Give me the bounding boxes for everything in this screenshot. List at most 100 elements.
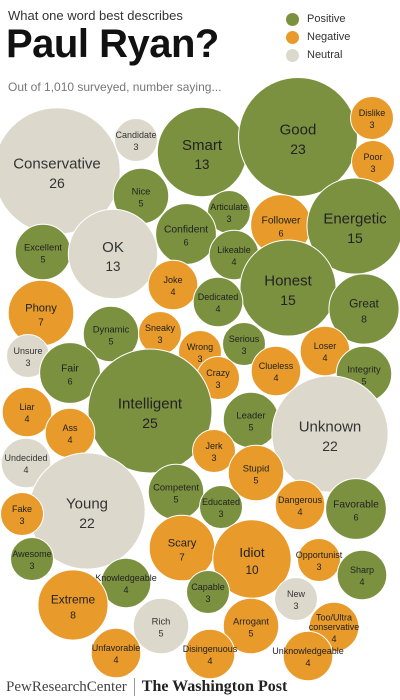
legend-swatch-positive — [286, 12, 299, 26]
bubble-unknown: Unknown 22 — [271, 375, 389, 493]
bubble-count-wrong: 3 — [197, 354, 202, 364]
bubble-circle-extreme — [37, 569, 109, 641]
bubble-label-dynamic: Dynamic — [93, 323, 130, 334]
bubble-label-integrity: Integrity — [347, 363, 381, 374]
legend-label-positive: Positive — [307, 13, 346, 25]
bubble-count-intelligent: 25 — [142, 415, 158, 431]
bubble-opportunist: Opportunist 3 — [296, 538, 343, 582]
bubble-circle-stupid — [227, 444, 285, 502]
bubble-label-knowledgeable: Knowledgeable — [95, 573, 157, 583]
bubble-count-unfavorable: 4 — [113, 655, 118, 665]
bubble-count-confident: 6 — [183, 238, 188, 248]
bubble-count-stupid: 5 — [253, 476, 258, 486]
bubble-label-serious: Serious — [229, 334, 260, 344]
bubble-label-smart: Smart — [182, 137, 223, 154]
bubble-dynamic: Dynamic 5 — [82, 305, 140, 363]
bubble-scary: Scary 7 — [148, 514, 216, 582]
bubble-count-crazy: 3 — [215, 380, 220, 390]
bubble-liar: Liar 4 — [1, 386, 53, 438]
bubble-circle-favorable — [325, 478, 387, 540]
bubble-count-smart: 13 — [195, 157, 210, 172]
legend-swatch-negative — [286, 30, 299, 44]
bubble-label-liar: Liar — [19, 402, 34, 412]
bubble-circle-jerk — [192, 429, 236, 473]
bubble-circle-awesome — [10, 537, 54, 581]
bubble-label-dedicated: Dedicated — [198, 292, 239, 302]
bubble-confident: Confident 6 — [155, 203, 217, 265]
bubble-extreme: Extreme 8 — [37, 569, 109, 641]
bubble-label-conservative: Conservative — [13, 156, 101, 173]
bubble-label-capable: Capable — [191, 582, 225, 592]
bubble-nice: Nice 5 — [112, 167, 170, 225]
bubble-new: New 3 — [274, 577, 318, 621]
bubble-circle-unknown — [271, 375, 389, 493]
bubble-intelligent: Intelligent 25 — [87, 348, 213, 474]
bubble-fake: Fake 3 — [0, 492, 44, 536]
bubble-label-dangerous: Dangerous — [278, 495, 323, 505]
bubble-count-too-ultra-conservative: 4 — [331, 634, 336, 644]
bubble-label-energetic: Energetic — [323, 211, 387, 228]
bubble-label-extreme: Extreme — [51, 592, 96, 606]
bubble-great: Great 8 — [328, 273, 400, 345]
bubble-energetic: Energetic 15 — [306, 177, 400, 275]
bubble-label-unknowledgeable: Unknowledgeable — [272, 646, 344, 656]
bubble-stupid: Stupid 5 — [227, 444, 285, 502]
bubble-count-integrity: 5 — [361, 377, 366, 387]
legend-item-negative: Negative — [286, 28, 350, 46]
bubble-label-young: Young — [66, 496, 108, 513]
bubble-honest: Honest 15 — [239, 239, 337, 337]
bubble-count-ok: 13 — [106, 259, 121, 274]
bubble-sneaky: Sneaky 3 — [138, 311, 182, 355]
bubble-clueless: Clueless 4 — [250, 345, 302, 397]
bubble-count-competent: 5 — [173, 495, 178, 505]
bubble-circle-intelligent — [87, 348, 213, 474]
bubble-count-opportunist: 3 — [316, 562, 321, 572]
bubble-count-unsure: 3 — [25, 358, 30, 368]
bubble-dedicated: Dedicated 4 — [192, 276, 244, 328]
bubble-count-nice: 5 — [138, 199, 143, 209]
bubble-label-rich: Rich — [152, 615, 171, 626]
bubble-count-good: 23 — [290, 141, 306, 157]
bubble-count-capable: 3 — [205, 594, 210, 604]
bubble-conservative: Conservative 26 — [0, 107, 121, 235]
bubble-smart: Smart 13 — [156, 106, 248, 198]
bubble-label-excellent: Excellent — [24, 241, 62, 252]
bubble-label-sharp: Sharp — [350, 565, 374, 575]
bubble-count-fake: 3 — [19, 516, 24, 526]
bubble-label-leader: Leader — [236, 409, 265, 420]
bubble-count-educated: 3 — [218, 509, 223, 519]
bubble-circle-unfavorable — [90, 627, 142, 679]
washington-post-logo-text: The Washington Post — [141, 678, 288, 695]
bubble-label-awesome: Awesome — [12, 549, 51, 559]
bubble-label-nice: Nice — [132, 185, 151, 196]
footer: PewResearchCenter The Washington Post — [6, 676, 287, 698]
bubble-awesome: Awesome 3 — [10, 537, 54, 581]
footer-divider — [133, 678, 135, 696]
bubble-circle-sharp — [336, 549, 388, 601]
bubble-count-unknowledgeable: 4 — [305, 658, 310, 668]
bubble-count-sharp: 4 — [359, 577, 364, 587]
bubble-young: Young 22 — [28, 452, 146, 570]
legend-label-negative: Negative — [307, 31, 351, 43]
bubble-count-follower: 6 — [278, 229, 283, 239]
bubble-circle-joke — [147, 259, 199, 311]
bubble-label-great: Great — [349, 296, 379, 310]
bubble-ok: OK 13 — [67, 208, 159, 300]
bubble-circle-fake — [0, 492, 44, 536]
bubble-count-arrogant: 5 — [248, 629, 253, 639]
bubble-fair: Fair 6 — [39, 342, 101, 404]
bubble-circle-knowledgeable — [100, 557, 152, 609]
bubble-capable: Capable 3 — [186, 570, 230, 614]
bubble-circle-serious — [222, 322, 266, 366]
chart-question: What one word best describes — [8, 8, 183, 23]
bubble-count-loser: 4 — [322, 353, 327, 363]
bubble-label-dislike: Dislike — [359, 108, 386, 118]
bubble-count-conservative: 26 — [49, 175, 65, 191]
chart-subtitle: Out of 1,010 surveyed, number saying... — [8, 80, 222, 94]
bubble-count-rich: 5 — [158, 629, 163, 639]
bubble-unfavorable: Unfavorable 4 — [90, 627, 142, 679]
bubble-competent: Competent 5 — [147, 463, 205, 521]
bubble-circle-educated — [199, 485, 243, 529]
bubble-label-stupid: Stupid — [243, 462, 270, 473]
